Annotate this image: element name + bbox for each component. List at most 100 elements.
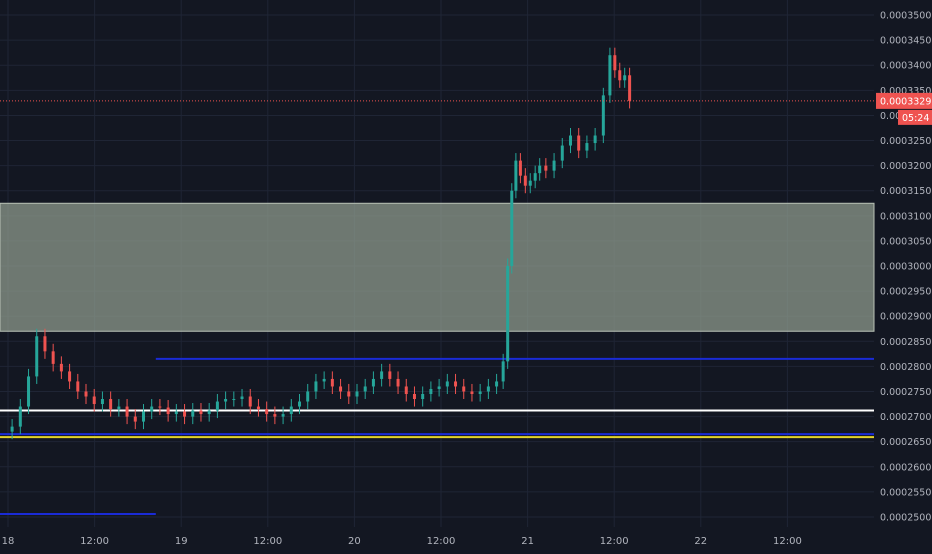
candle-body[interactable] <box>437 386 441 389</box>
candle-body[interactable] <box>510 190 514 267</box>
candle-body[interactable] <box>628 75 632 101</box>
candle-body[interactable] <box>240 396 244 400</box>
candle-body[interactable] <box>593 135 597 144</box>
candle-body[interactable] <box>478 391 482 394</box>
candle-body[interactable] <box>59 363 63 372</box>
y-tick-label: 0.0003150 <box>880 186 931 197</box>
candle-body[interactable] <box>256 406 260 410</box>
candle-body[interactable] <box>84 391 88 397</box>
candle-body[interactable] <box>289 406 293 415</box>
candle-body[interactable] <box>117 406 121 410</box>
candle-body[interactable] <box>183 411 187 417</box>
candle-body[interactable] <box>215 401 219 411</box>
candle-body[interactable] <box>601 95 605 136</box>
candle-body[interactable] <box>150 406 154 412</box>
x-tick-label: 19 <box>175 536 188 547</box>
candle-body[interactable] <box>109 399 113 410</box>
candle-body[interactable] <box>224 399 228 402</box>
candle-body[interactable] <box>608 55 612 96</box>
candle-body[interactable] <box>35 336 39 377</box>
candle-body[interactable] <box>618 70 622 81</box>
candle-body[interactable] <box>380 371 384 379</box>
candle-body[interactable] <box>76 381 80 392</box>
candle-body[interactable] <box>68 371 72 382</box>
x-tick-label: 12:00 <box>773 536 802 547</box>
x-tick-label: 22 <box>694 536 707 547</box>
candle-body[interactable] <box>248 396 252 407</box>
candle-body[interactable] <box>191 410 195 417</box>
candle-body[interactable] <box>560 145 564 161</box>
candle-body[interactable] <box>281 414 285 417</box>
candle-body[interactable] <box>454 381 458 387</box>
candle-body[interactable] <box>412 393 416 400</box>
candle-body[interactable] <box>396 378 400 387</box>
candle-body[interactable] <box>495 381 499 387</box>
candle-body[interactable] <box>501 361 505 382</box>
candle-body[interactable] <box>298 401 302 407</box>
candle-body[interactable] <box>518 160 522 176</box>
candle-body[interactable] <box>568 135 572 146</box>
y-tick-label: 0.0003450 <box>880 36 931 47</box>
candle-body[interactable] <box>470 391 474 394</box>
candle-body[interactable] <box>232 399 236 401</box>
y-tick-label: 0.0002850 <box>880 337 931 348</box>
x-tick-label: 12:00 <box>80 536 109 547</box>
candle-body[interactable] <box>306 391 310 402</box>
candle-body[interactable] <box>141 411 145 422</box>
candle-body[interactable] <box>18 406 22 427</box>
candle-body[interactable] <box>339 386 343 392</box>
y-tick-label: 0.0002550 <box>880 487 931 498</box>
candle-body[interactable] <box>613 55 617 71</box>
candle-body[interactable] <box>388 371 392 379</box>
candle-body[interactable] <box>585 143 589 151</box>
candle-body[interactable] <box>462 386 466 392</box>
candle-body[interactable] <box>174 411 178 415</box>
x-tick-label: 21 <box>521 536 534 547</box>
candle-body[interactable] <box>429 388 433 394</box>
candle-body[interactable] <box>355 391 359 397</box>
y-tick-label: 0.0002700 <box>880 412 931 423</box>
y-tick-label: 0.0003200 <box>880 161 931 172</box>
last-price-label: 0.0003329 <box>880 96 931 107</box>
y-tick-label: 0.0002500 <box>880 512 931 523</box>
candle-body[interactable] <box>330 378 334 387</box>
supply-demand-zone[interactable] <box>0 202 875 332</box>
candle-body[interactable] <box>523 175 527 186</box>
y-tick-label: 0.0003400 <box>880 61 931 72</box>
candle-body[interactable] <box>207 410 211 415</box>
candle-body[interactable] <box>51 351 55 364</box>
candle-body[interactable] <box>322 378 326 382</box>
candle-body[interactable] <box>533 173 537 181</box>
candle-body[interactable] <box>273 414 277 417</box>
candle-body[interactable] <box>371 378 375 387</box>
candle-body[interactable] <box>544 165 548 171</box>
candle-body[interactable] <box>166 407 170 415</box>
candle-body[interactable] <box>552 160 556 171</box>
candle-body[interactable] <box>43 336 47 352</box>
candle-body[interactable] <box>445 381 449 387</box>
candle-body[interactable] <box>92 396 96 405</box>
candle-body[interactable] <box>404 386 408 394</box>
y-tick-label: 0.0003350 <box>880 86 931 97</box>
candle-body[interactable] <box>10 426 14 432</box>
candle-body[interactable] <box>133 416 137 422</box>
candle-body[interactable] <box>265 409 269 415</box>
candle-body[interactable] <box>125 406 129 417</box>
candle-body[interactable] <box>158 406 162 408</box>
candle-body[interactable] <box>486 386 490 392</box>
candle-body[interactable] <box>314 381 318 392</box>
candle-body[interactable] <box>347 391 351 397</box>
y-tick-label: 0.0002950 <box>880 287 931 298</box>
candle-body[interactable] <box>514 160 518 191</box>
candle-body[interactable] <box>577 135 581 151</box>
candle-body[interactable] <box>363 386 367 392</box>
candle-body[interactable] <box>623 75 627 81</box>
candle-body[interactable] <box>100 399 104 405</box>
candle-body[interactable] <box>27 376 31 407</box>
candle-body[interactable] <box>421 393 425 400</box>
candle-body[interactable] <box>528 180 532 186</box>
candle-body[interactable] <box>199 410 203 415</box>
candle-body[interactable] <box>538 165 542 174</box>
candle-body[interactable] <box>506 266 510 362</box>
